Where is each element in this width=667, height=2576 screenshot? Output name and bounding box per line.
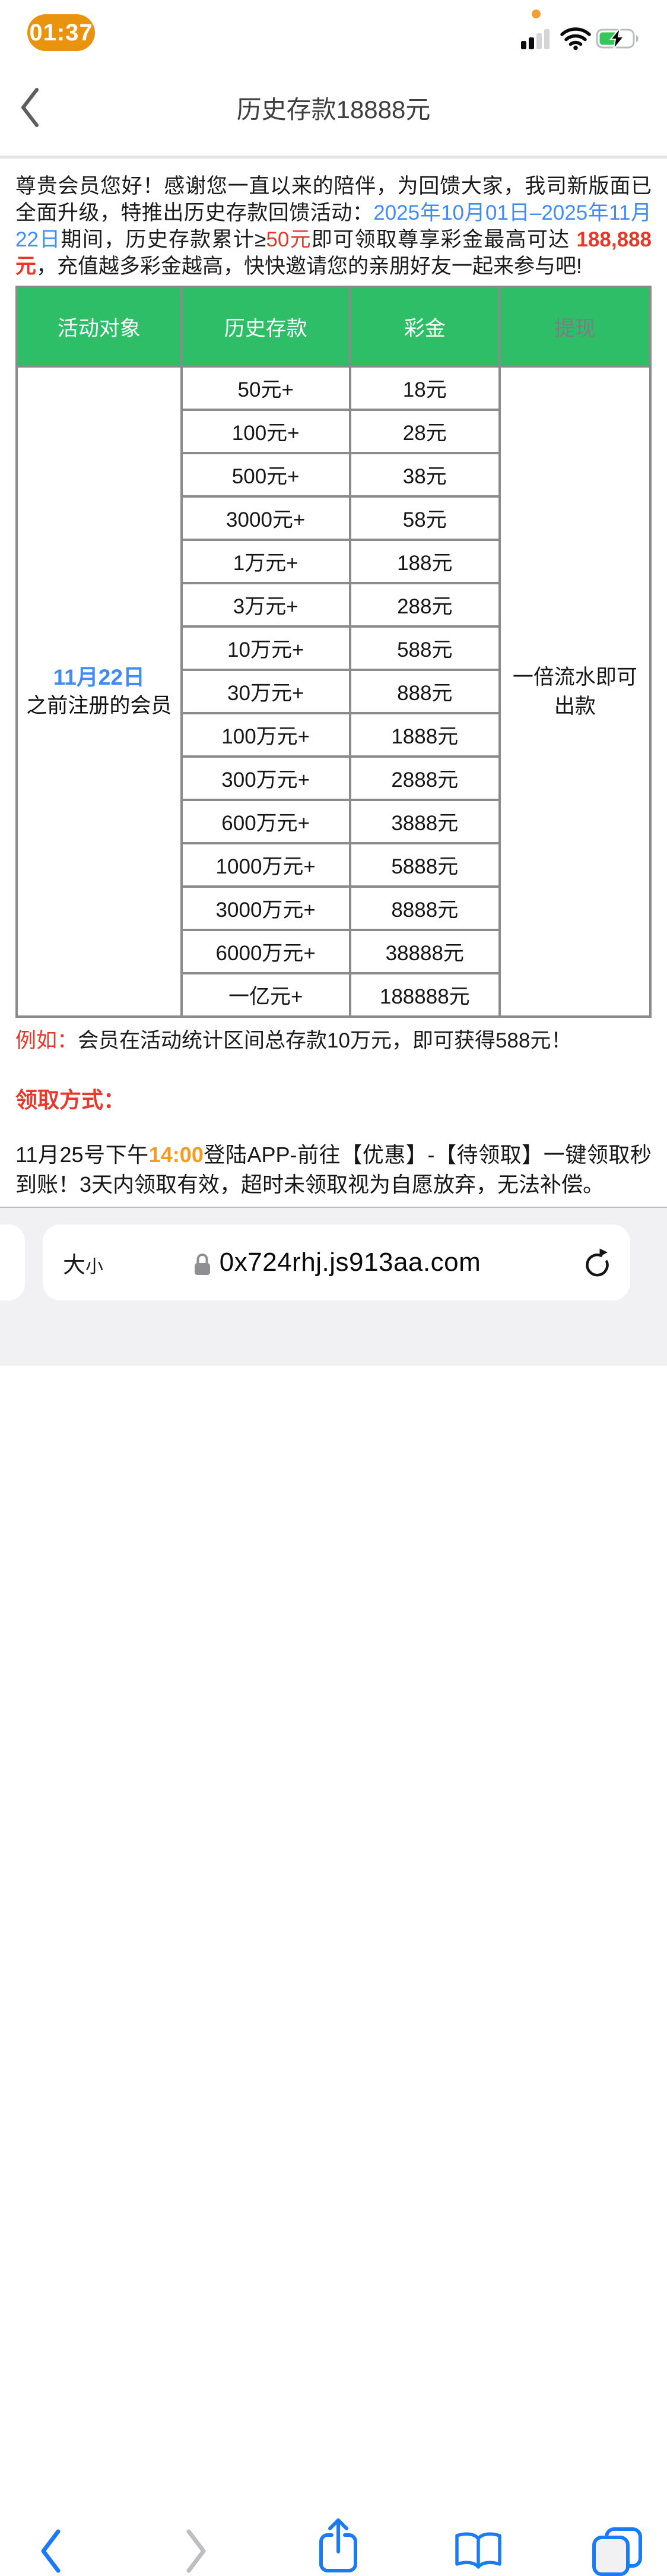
column-header-1: 活动对象	[15, 286, 183, 368]
deposit-cell: 300万元+	[180, 755, 351, 801]
deposit-cell: 一亿元+	[180, 972, 351, 1018]
text-segment: 50元	[266, 228, 312, 251]
cellular-signal-icon	[521, 29, 553, 49]
deposit-cell: 100万元+	[180, 712, 351, 758]
claim-paragraph: 11月25号下午14:00登陆APP-前往【优惠】-【待领取】一键领取秒到账！3…	[15, 1140, 652, 1200]
table-row: 10万元+ 588元	[17, 625, 650, 671]
audience-date: 11月22日	[53, 664, 145, 689]
deposit-cell: 1000万元+	[180, 842, 351, 888]
page-content: 尊贵会员您好！感谢您一直以来的陪伴，为回馈大家，我司新版面已全面升级，特推出历史…	[0, 159, 667, 1221]
table-row: 3万元+ 288元	[17, 582, 650, 628]
bonus-cell: 28元	[348, 409, 501, 454]
text-segment: 期间，历史存款累计≥	[61, 228, 266, 251]
column-header-2: 历史存款	[180, 286, 351, 368]
adjacent-tab-peek[interactable]	[0, 1224, 25, 1300]
bonus-cell: 58元	[348, 495, 501, 541]
reload-icon[interactable]	[583, 1248, 610, 1277]
text-segment: 登陆APP-前往【优惠】-【待领取】一键领取秒到账！3天内领取有效，超时未领取视…	[15, 1143, 652, 1197]
battery-charging-icon	[596, 28, 641, 49]
bonus-cell: 1888元	[348, 712, 501, 758]
column-header-3: 彩金	[348, 286, 501, 368]
time-pill[interactable]: 01:37	[27, 14, 95, 51]
deposit-cell: 100元+	[180, 409, 351, 454]
deposit-cell: 3万元+	[180, 582, 351, 628]
text-segment: 2025年10月01日–2025年11月22日	[15, 201, 652, 251]
bonus-cell: 38元	[348, 452, 501, 498]
bonus-cell: 5888元	[348, 842, 501, 888]
deposit-cell: 10万元+	[180, 625, 351, 671]
text-segment: 例如：	[15, 1029, 78, 1052]
bonus-cell: 288元	[348, 582, 501, 628]
deposit-cell: 6000万元+	[180, 929, 351, 974]
bonus-cell: 18元	[348, 365, 501, 411]
audience-cell: 11月22日之前注册的会员	[15, 365, 183, 1018]
table-row: 3000元+ 58元	[17, 495, 650, 541]
status-time: 01:37	[29, 19, 93, 46]
table-row: 一亿元+ 188888元	[17, 972, 650, 1018]
bonus-cell: 3888元	[348, 799, 501, 844]
bonus-cell: 888元	[348, 669, 501, 714]
audience-desc: 之前注册的会员	[26, 694, 172, 717]
bonus-cell: 188元	[348, 539, 501, 584]
address-bar[interactable]: 大小 0x724rhj.js913aa.com	[43, 1224, 630, 1300]
intro-paragraph: 尊贵会员您好！感谢您一直以来的陪伴，为回馈大家，我司新版面已全面升级，特推出历史…	[15, 173, 652, 280]
text-segment: 会员在活动统计区间总存款10万元，即可获得588元！	[78, 1029, 572, 1052]
table-row: 11月22日 之前注册的会员 50元+ 18元 一倍流水即可出款	[15, 365, 652, 1018]
back-chevron-icon[interactable]	[19, 87, 40, 128]
deposit-table-body: 11月22日 之前注册的会员 50元+ 18元 一倍流水即可出款 100元+ 28元 500元…	[15, 365, 652, 1018]
separator	[0, 156, 667, 159]
status-bar: 01:37	[0, 0, 667, 59]
bonus-cell: 588元	[348, 625, 501, 671]
deposit-bonus-table: 活动对象 历史存款 彩金 提现 11月22日 之前注册的会员 50元+ 18元 一倍流水即可出…	[15, 286, 652, 1018]
tabs-icon[interactable]	[592, 2527, 642, 2576]
bonus-cell: 38888元	[348, 929, 501, 974]
bonus-cell: 188888元	[348, 972, 501, 1018]
lock-icon	[193, 1252, 211, 1276]
table-row: 1万元+ 188元	[17, 539, 650, 584]
table-row: 300万元+ 2888元	[17, 755, 650, 801]
bonus-cell: 8888元	[348, 885, 501, 931]
table-row: 500元+ 38元	[17, 452, 650, 498]
claim-method-heading: 领取方式：	[15, 1088, 125, 1112]
deposit-cell: 3000元+	[180, 495, 351, 541]
url-text: 0x724rhj.js913aa.com	[219, 1248, 481, 1277]
share-icon[interactable]	[316, 2517, 361, 2575]
font-size-button[interactable]: 大小	[63, 1252, 104, 1278]
deposit-cell: 500元+	[180, 452, 351, 498]
table-row: 30万元+ 888元	[17, 669, 650, 714]
text-segment: 11月25号下午	[15, 1143, 149, 1167]
browser-back-button[interactable]	[39, 2528, 62, 2574]
table-row: 100万元+ 1888元	[17, 712, 650, 758]
table-row: 600万元+ 3888元	[17, 799, 650, 844]
deposit-cell: 3000万元+	[180, 885, 351, 931]
bonus-cell: 2888元	[348, 755, 501, 801]
table-row: 3000万元+ 8888元	[17, 885, 650, 931]
text-segment: 尊贵会员您好！感谢您一直以来的陪伴，为回馈大家，我司新版面已全面升级，特推出历史…	[15, 175, 652, 224]
table-row: 100元+ 28元	[17, 409, 650, 454]
text-segment: 即可领取尊享彩金最高可达	[311, 228, 577, 251]
text-segment: 14:00	[148, 1143, 204, 1167]
wifi-icon	[560, 27, 591, 50]
deposit-cell: 50元+	[180, 365, 351, 411]
table-header-row: 活动对象 历史存款 彩金 提现	[15, 286, 652, 368]
browser-bottom-bar: 大小 0x724rhj.js913aa.com	[0, 1207, 667, 2576]
deposit-cell: 30万元+	[180, 669, 351, 714]
table-row: 6000万元+ 38888元	[17, 929, 650, 974]
recording-indicator-dot	[532, 10, 541, 18]
column-header-4: 提现	[498, 286, 652, 368]
nav-bar: 历史存款18888元	[0, 59, 667, 156]
text-segment: 188,888元	[15, 228, 652, 278]
example-note: 例如：会员在活动统计区间总存款10万元，即可获得588元！	[15, 1027, 652, 1055]
table-row: 1000万元+ 5888元	[17, 842, 650, 888]
page-title: 历史存款18888元	[236, 95, 431, 124]
withdraw-cell: 一倍流水即可出款	[498, 365, 652, 1018]
deposit-cell: 600万元+	[180, 799, 351, 844]
deposit-cell: 1万元+	[180, 539, 351, 584]
bookmarks-icon[interactable]	[452, 2532, 504, 2571]
browser-forward-button[interactable]	[185, 2528, 208, 2574]
text-segment: ，充值越多彩金越高，快快邀请您的亲朋好友一起来参与吧!	[36, 255, 582, 278]
